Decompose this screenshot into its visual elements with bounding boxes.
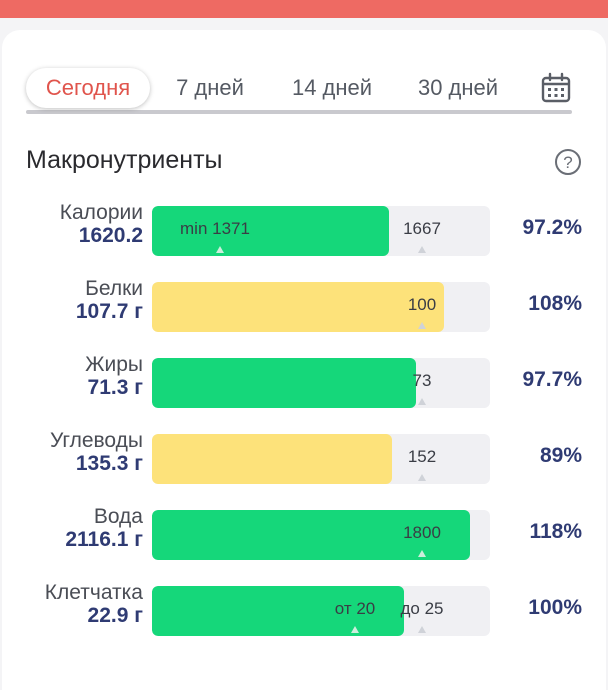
target-marker xyxy=(351,626,359,633)
target-marker xyxy=(418,626,426,633)
macro-name: Калории xyxy=(59,201,143,224)
progress-fill xyxy=(152,282,444,332)
macro-value: 107.7 г xyxy=(75,300,143,323)
progress-track: 152 xyxy=(152,434,490,484)
macro-row: Калории 1620.2 min 1371 1667 97.2% xyxy=(0,202,608,258)
macro-name: Жиры xyxy=(85,353,143,376)
progress-fill xyxy=(152,586,404,636)
period-tabs: Сегодня 7 дней 14 дней 30 дней xyxy=(26,66,572,114)
macro-value: 2116.1 г xyxy=(65,528,143,551)
macro-value: 71.3 г xyxy=(87,376,143,399)
target-label: от 20 xyxy=(334,599,376,618)
macro-percent: 118% xyxy=(529,520,582,543)
svg-text:?: ? xyxy=(563,153,572,172)
target-marker xyxy=(418,398,426,405)
macro-row: Вода 2116.1 г 1800 118% xyxy=(0,506,608,562)
macro-percent: 89% xyxy=(539,444,582,467)
progress-track: min 1371 1667 xyxy=(152,206,490,256)
target-marker xyxy=(418,246,426,253)
target-label: 152 xyxy=(407,447,437,466)
progress-track: 73 xyxy=(152,358,490,408)
top-app-bar xyxy=(0,0,608,18)
macro-percent: 108% xyxy=(528,292,582,315)
progress-track: от 20 до 25 xyxy=(152,586,490,636)
tab-7-days[interactable]: 7 дней xyxy=(176,75,244,100)
target-marker xyxy=(216,246,224,253)
tabs-underline xyxy=(26,110,572,114)
target-label: 1667 xyxy=(403,219,441,238)
macro-row: Углеводы 135.3 г 152 89% xyxy=(0,430,608,486)
tab-today[interactable]: Сегодня xyxy=(26,68,150,108)
target-marker xyxy=(418,474,426,481)
target-marker xyxy=(418,322,426,329)
macro-name: Углеводы xyxy=(49,429,143,452)
section-title: Макронутриенты xyxy=(26,146,223,174)
macro-percent: 100% xyxy=(528,596,582,619)
macro-row: Жиры 71.3 г 73 97.7% xyxy=(0,354,608,410)
progress-fill xyxy=(152,206,389,256)
macro-value: 135.3 г xyxy=(75,452,143,475)
tab-30-days[interactable]: 30 дней xyxy=(417,75,499,100)
macro-name: Белки xyxy=(85,277,143,300)
progress-track: 1800 xyxy=(152,510,490,560)
tab-14-days[interactable]: 14 дней xyxy=(291,75,373,100)
target-marker xyxy=(418,550,426,557)
macro-name: Вода xyxy=(93,505,143,528)
macro-name: Клетчатка xyxy=(44,581,143,604)
calendar-icon[interactable] xyxy=(540,72,572,104)
target-label: 1800 xyxy=(403,523,441,542)
progress-fill xyxy=(152,434,392,484)
help-icon[interactable]: ? xyxy=(554,148,582,176)
macro-row: Клетчатка 22.9 г от 20 до 25 100% xyxy=(0,582,608,638)
progress-track: 100 xyxy=(152,282,490,332)
target-label: до 25 xyxy=(400,599,444,618)
progress-fill xyxy=(152,358,416,408)
macro-value: 22.9 г xyxy=(87,604,143,627)
target-label: 73 xyxy=(412,371,432,390)
target-label: 100 xyxy=(407,295,437,314)
macro-row: Белки 107.7 г 100 108% xyxy=(0,278,608,334)
target-label: min 1371 xyxy=(180,219,250,238)
macro-value: 1620.2 xyxy=(78,224,143,247)
macro-percent: 97.2% xyxy=(522,216,582,239)
macro-percent: 97.7% xyxy=(522,368,582,391)
progress-fill xyxy=(152,510,470,560)
